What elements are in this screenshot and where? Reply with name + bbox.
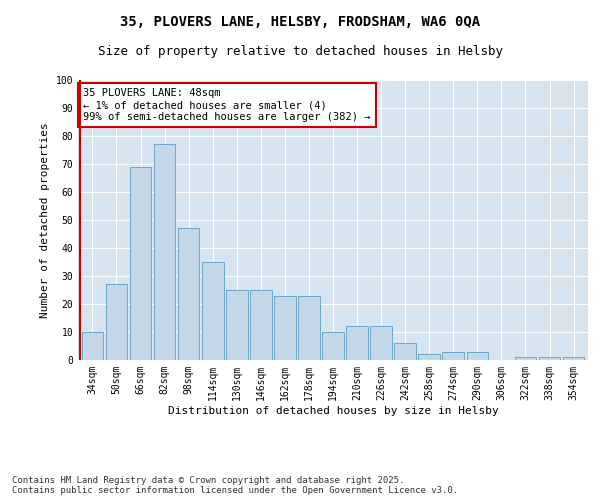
- Text: 35, PLOVERS LANE, HELSBY, FRODSHAM, WA6 0QA: 35, PLOVERS LANE, HELSBY, FRODSHAM, WA6 …: [120, 15, 480, 29]
- Bar: [154, 144, 175, 360]
- X-axis label: Distribution of detached houses by size in Helsby: Distribution of detached houses by size …: [167, 406, 499, 415]
- Bar: [82, 332, 103, 360]
- Bar: [322, 332, 344, 360]
- Bar: [346, 326, 368, 360]
- Text: 35 PLOVERS LANE: 48sqm
← 1% of detached houses are smaller (4)
99% of semi-detac: 35 PLOVERS LANE: 48sqm ← 1% of detached …: [83, 88, 371, 122]
- Bar: [370, 326, 392, 360]
- Bar: [202, 262, 224, 360]
- Bar: [563, 357, 584, 360]
- Y-axis label: Number of detached properties: Number of detached properties: [40, 122, 50, 318]
- Bar: [442, 352, 464, 360]
- Bar: [250, 290, 272, 360]
- Bar: [467, 352, 488, 360]
- Bar: [298, 296, 320, 360]
- Bar: [394, 343, 416, 360]
- Bar: [106, 284, 127, 360]
- Bar: [274, 296, 296, 360]
- Bar: [178, 228, 199, 360]
- Bar: [418, 354, 440, 360]
- Bar: [515, 357, 536, 360]
- Bar: [539, 357, 560, 360]
- Text: Size of property relative to detached houses in Helsby: Size of property relative to detached ho…: [97, 45, 503, 58]
- Bar: [226, 290, 248, 360]
- Text: Contains HM Land Registry data © Crown copyright and database right 2025.
Contai: Contains HM Land Registry data © Crown c…: [12, 476, 458, 495]
- Bar: [130, 167, 151, 360]
